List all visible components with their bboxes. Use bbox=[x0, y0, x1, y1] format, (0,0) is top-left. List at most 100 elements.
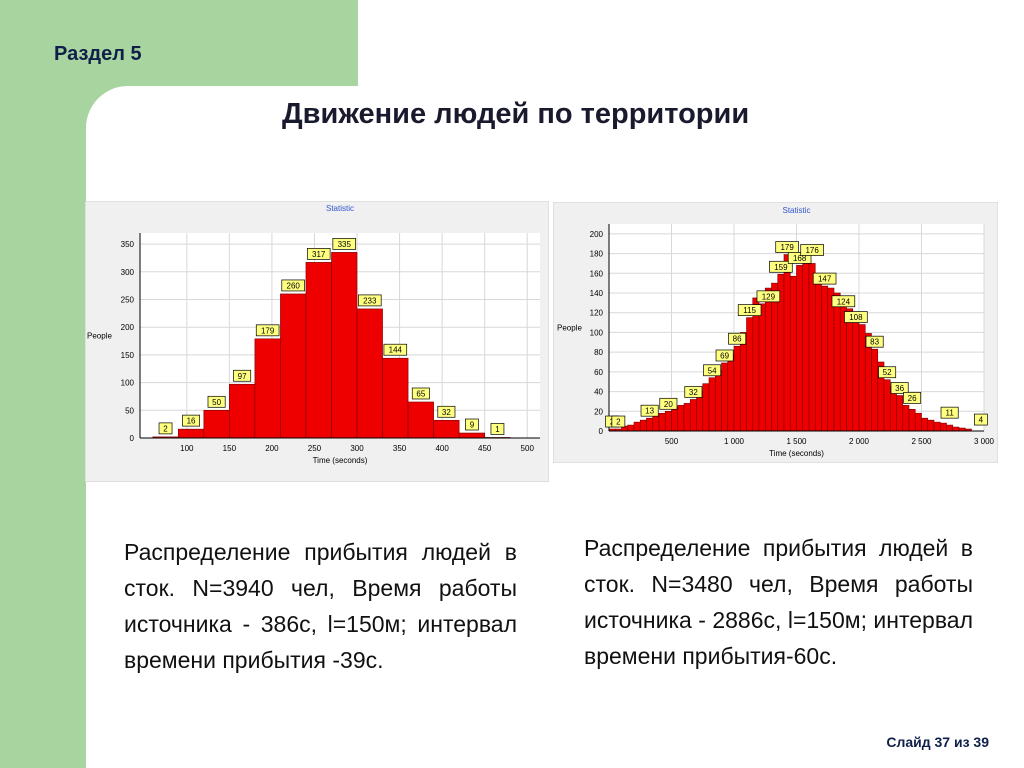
data-label: 179 bbox=[780, 243, 794, 252]
data-label: 52 bbox=[883, 368, 892, 377]
y-tick-label: 200 bbox=[121, 323, 135, 332]
data-label-box bbox=[684, 386, 703, 398]
data-label-box bbox=[756, 290, 781, 303]
bar bbox=[458, 432, 485, 439]
data-label: 83 bbox=[870, 338, 879, 347]
bar bbox=[746, 317, 754, 432]
bar bbox=[646, 417, 654, 432]
bar bbox=[814, 272, 822, 432]
data-label: 1 bbox=[495, 425, 500, 434]
y-tick-label: 40 bbox=[594, 388, 603, 397]
data-label: 20 bbox=[664, 400, 673, 409]
data-label: 69 bbox=[720, 351, 729, 360]
bar bbox=[177, 428, 205, 439]
chart-title: Statistic bbox=[782, 206, 810, 215]
data-label: 115 bbox=[743, 306, 756, 315]
bar bbox=[664, 410, 672, 432]
bar bbox=[689, 399, 697, 432]
bar bbox=[933, 421, 941, 432]
bar bbox=[883, 379, 891, 432]
x-tick-label: 500 bbox=[665, 437, 679, 446]
y-tick-label: 350 bbox=[121, 240, 135, 249]
x-axis-label: Time (seconds) bbox=[769, 449, 824, 458]
y-tick-label: 50 bbox=[125, 406, 134, 415]
data-label: 13 bbox=[645, 407, 654, 416]
y-tick-label: 180 bbox=[590, 250, 604, 259]
y-tick-label: 150 bbox=[121, 351, 135, 360]
data-label: 2 bbox=[616, 418, 621, 427]
data-label-box bbox=[903, 392, 922, 404]
bar bbox=[796, 265, 804, 432]
bar bbox=[633, 421, 641, 432]
data-label-box bbox=[974, 413, 988, 426]
data-label-box bbox=[233, 369, 252, 382]
data-label-box bbox=[715, 349, 734, 362]
y-tick-label: 100 bbox=[121, 379, 135, 388]
bar bbox=[858, 324, 866, 432]
bar bbox=[752, 297, 760, 432]
data-label-box bbox=[437, 405, 456, 418]
data-label: 233 bbox=[363, 296, 377, 305]
bar bbox=[639, 419, 647, 432]
bar bbox=[331, 252, 358, 439]
bar bbox=[864, 333, 872, 432]
data-label: 54 bbox=[708, 366, 717, 375]
data-label-box bbox=[465, 418, 479, 431]
bar bbox=[771, 282, 779, 432]
bar bbox=[908, 409, 916, 432]
x-tick-label: 3 000 bbox=[974, 437, 995, 446]
chart-title: Statistic bbox=[326, 204, 354, 213]
data-label: 86 bbox=[733, 335, 742, 344]
data-label: 2 bbox=[163, 424, 168, 433]
caption-left: Распределение прибытия людей в сток. N=3… bbox=[124, 539, 517, 673]
bar bbox=[902, 405, 910, 432]
y-tick-label: 0 bbox=[599, 427, 604, 436]
data-label: 11 bbox=[945, 409, 954, 418]
y-tick-label: 60 bbox=[594, 368, 603, 377]
x-tick-label: 200 bbox=[265, 444, 279, 453]
data-label: 50 bbox=[212, 398, 221, 407]
bar bbox=[764, 287, 772, 432]
y-tick-label: 160 bbox=[590, 269, 604, 278]
bar bbox=[783, 254, 791, 432]
data-label-box bbox=[207, 395, 226, 408]
data-label-box bbox=[787, 252, 812, 264]
bar bbox=[846, 308, 854, 432]
section-label: Раздел 5 bbox=[54, 43, 142, 65]
bar bbox=[652, 415, 660, 432]
bar bbox=[683, 403, 691, 432]
bar bbox=[789, 275, 797, 432]
bar bbox=[714, 369, 722, 432]
x-tick-label: 350 bbox=[393, 444, 407, 453]
bar bbox=[280, 293, 307, 439]
x-tick-label: 2 000 bbox=[849, 437, 870, 446]
bar bbox=[871, 348, 879, 432]
bar bbox=[802, 257, 810, 432]
data-label: 159 bbox=[774, 263, 788, 272]
data-label: 129 bbox=[762, 292, 776, 301]
y-tick-label: 20 bbox=[594, 407, 603, 416]
x-tick-label: 500 bbox=[521, 444, 535, 453]
bar bbox=[758, 303, 766, 432]
bar bbox=[708, 377, 716, 432]
x-tick-label: 150 bbox=[223, 444, 237, 453]
x-tick-label: 2 500 bbox=[911, 437, 932, 446]
data-label: 36 bbox=[895, 384, 904, 393]
data-label-box bbox=[182, 414, 201, 427]
data-label-box bbox=[703, 364, 722, 377]
data-label-box bbox=[737, 304, 762, 316]
data-label-box bbox=[383, 343, 408, 356]
bar bbox=[407, 401, 434, 439]
data-label-box bbox=[332, 238, 357, 250]
data-label-box bbox=[800, 244, 824, 256]
data-label-box bbox=[940, 406, 959, 419]
bar bbox=[921, 417, 929, 432]
data-label-box bbox=[831, 295, 856, 308]
bar bbox=[927, 419, 935, 432]
y-axis-label: People bbox=[87, 332, 112, 341]
bar bbox=[808, 263, 816, 432]
data-label: 176 bbox=[805, 246, 819, 255]
bar bbox=[821, 285, 829, 432]
y-tick-label: 100 bbox=[590, 328, 604, 337]
